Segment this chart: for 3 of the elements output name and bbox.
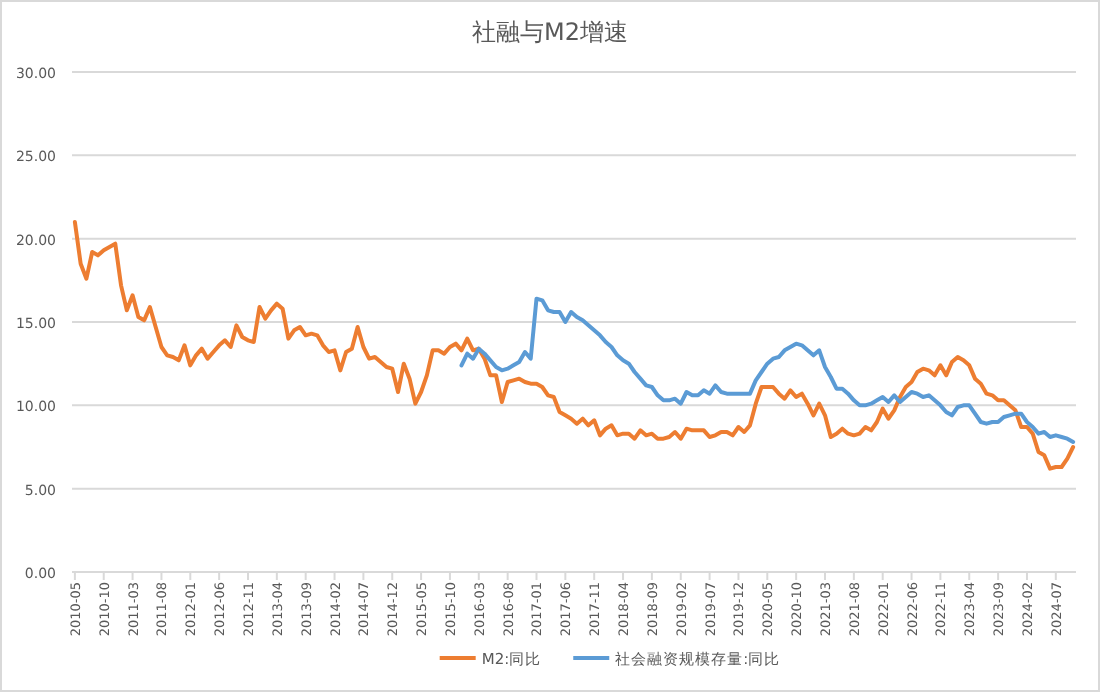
chart-title: 社融与M2增速 <box>472 18 628 46</box>
line-series <box>72 220 1076 471</box>
line-series <box>459 296 1076 444</box>
